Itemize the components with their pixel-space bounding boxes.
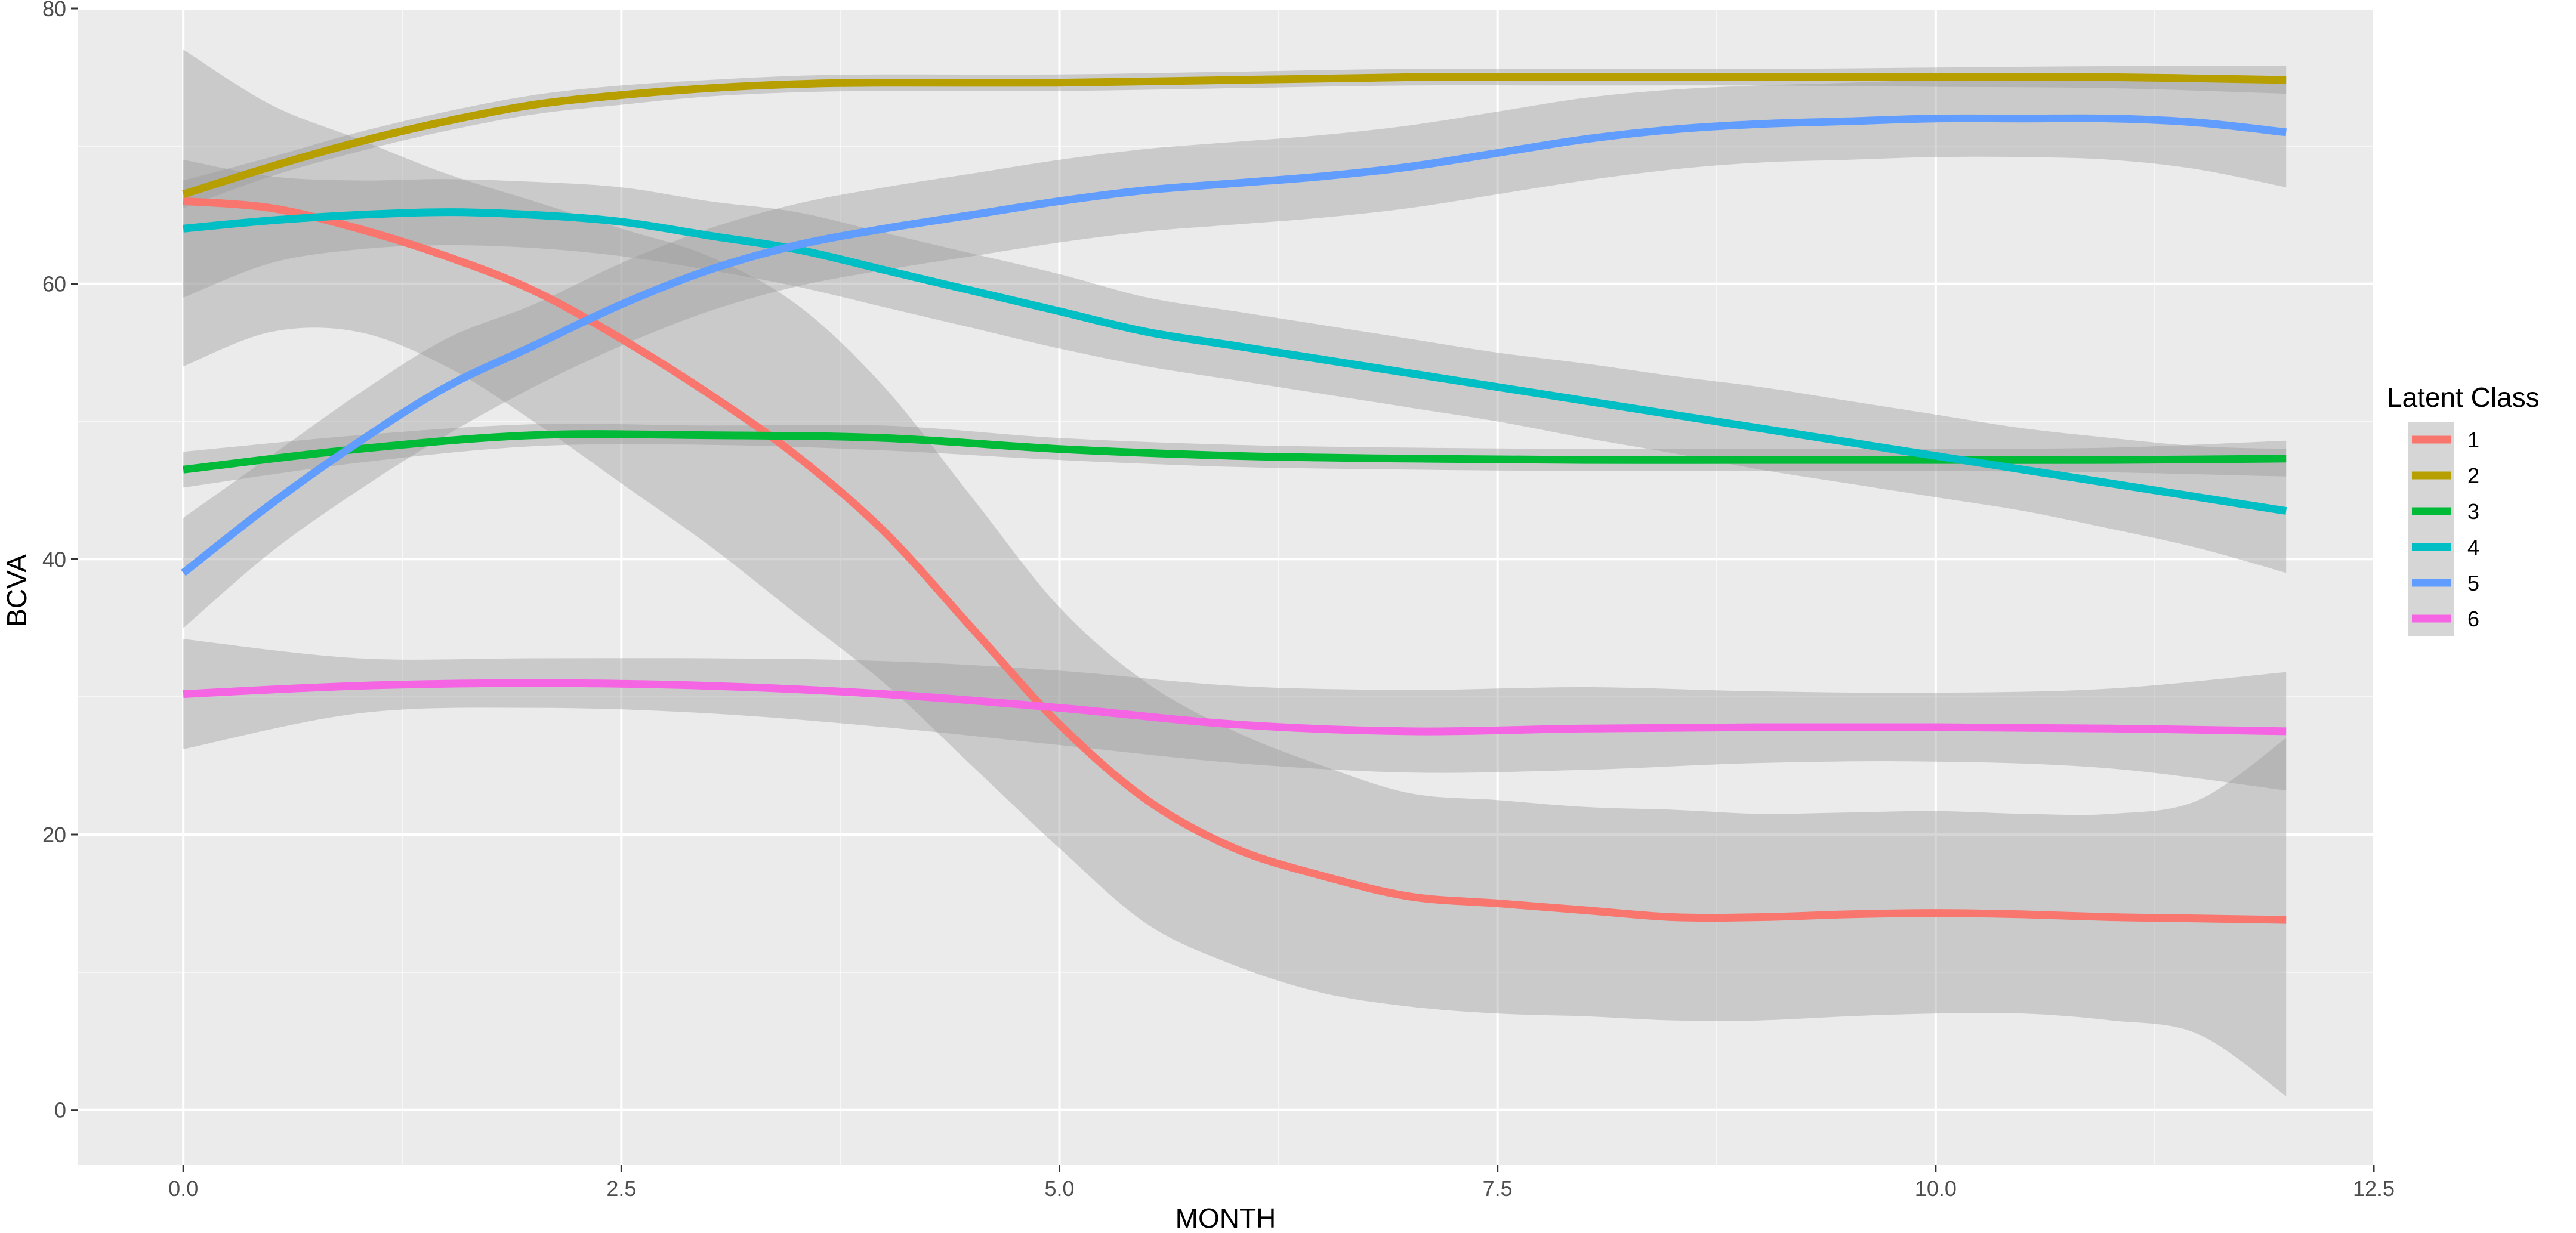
ribbon-class-4 — [183, 159, 2287, 573]
ribbon-class-1 — [183, 50, 2287, 1096]
series-line-2 — [182, 73, 2287, 198]
legend-label: 3 — [2467, 499, 2479, 524]
legend-label: 6 — [2467, 607, 2479, 631]
confidence-ribbons — [183, 50, 2287, 1096]
ribbon-class-6 — [183, 639, 2287, 791]
series-line-3 — [183, 430, 2287, 474]
legend-title: Latent Class — [2387, 382, 2540, 413]
legend-label: 5 — [2467, 571, 2479, 595]
y-tick-label: 40 — [42, 547, 66, 571]
x-tick-label: 5.0 — [1044, 1176, 1074, 1201]
series-line-4 — [183, 208, 2287, 515]
legend-label: 2 — [2467, 463, 2479, 488]
x-axis: 0.0 2.5 5.0 7.5 10.0 12.5 — [168, 1165, 2395, 1201]
x-axis-title: MONTH — [1176, 1203, 1276, 1233]
series-line-6 — [183, 679, 2287, 736]
x-tick-label: 0.0 — [168, 1176, 198, 1201]
series-lines — [181, 73, 2287, 924]
y-axis-title: BCVA — [1, 554, 32, 627]
y-tick-label: 20 — [42, 823, 66, 847]
grid-major — [78, 7, 2375, 1165]
x-tick-label: 10.0 — [1915, 1176, 1957, 1201]
y-tick-label: 0 — [54, 1098, 66, 1123]
x-tick-label: 12.5 — [2353, 1176, 2395, 1201]
x-tick-label: 2.5 — [606, 1176, 636, 1201]
series-line-1 — [183, 197, 2287, 924]
grid-minor — [78, 8, 2374, 1165]
y-tick-label: 80 — [42, 0, 66, 21]
series-line-5 — [181, 114, 2287, 576]
x-tick-label: 7.5 — [1483, 1176, 1513, 1201]
y-tick-label: 60 — [42, 272, 66, 296]
legend-label: 1 — [2467, 428, 2479, 452]
legend: Latent Class 1 2 3 4 5 6 — [2387, 382, 2540, 636]
legend-keys: 1 2 3 4 5 6 — [2408, 422, 2479, 636]
y-axis: 0 20 40 60 80 — [42, 0, 78, 1123]
legend-label: 4 — [2467, 535, 2479, 560]
